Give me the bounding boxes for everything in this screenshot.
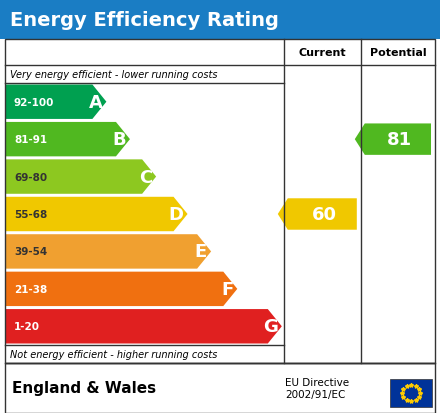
Text: 2002/91/EC: 2002/91/EC	[285, 389, 345, 399]
Text: E: E	[195, 243, 207, 261]
Text: 55-68: 55-68	[14, 209, 47, 219]
Text: C: C	[139, 168, 152, 186]
Text: 92-100: 92-100	[14, 97, 55, 107]
Bar	[390, 379, 432, 407]
Bar	[5, 40, 435, 363]
Text: Very energy efficient - lower running costs: Very energy efficient - lower running co…	[10, 70, 217, 80]
FancyBboxPatch shape	[0, 0, 440, 40]
Text: 81: 81	[387, 131, 412, 149]
Text: Energy Efficiency Rating: Energy Efficiency Rating	[10, 10, 279, 29]
Polygon shape	[6, 309, 282, 344]
Text: B: B	[112, 131, 126, 149]
Bar	[5, 363, 435, 413]
Text: Current: Current	[298, 48, 346, 58]
Text: 81-91: 81-91	[14, 135, 47, 145]
Text: G: G	[263, 318, 278, 335]
Text: 60: 60	[312, 206, 337, 223]
Text: 1-20: 1-20	[14, 321, 40, 332]
Polygon shape	[355, 124, 431, 155]
Polygon shape	[278, 199, 357, 230]
Text: Potential: Potential	[370, 48, 426, 58]
Polygon shape	[6, 85, 106, 120]
Text: 21-38: 21-38	[14, 284, 47, 294]
Polygon shape	[6, 272, 237, 306]
Text: 69-80: 69-80	[14, 172, 47, 182]
Text: Not energy efficient - higher running costs: Not energy efficient - higher running co…	[10, 349, 217, 359]
Text: A: A	[88, 93, 103, 112]
Text: D: D	[169, 206, 183, 223]
Text: England & Wales: England & Wales	[12, 380, 156, 396]
Polygon shape	[6, 123, 130, 157]
Polygon shape	[6, 197, 187, 232]
Text: F: F	[221, 280, 233, 298]
Polygon shape	[6, 235, 211, 269]
Polygon shape	[6, 160, 156, 194]
Text: 39-54: 39-54	[14, 247, 47, 257]
Text: EU Directive: EU Directive	[285, 377, 349, 387]
